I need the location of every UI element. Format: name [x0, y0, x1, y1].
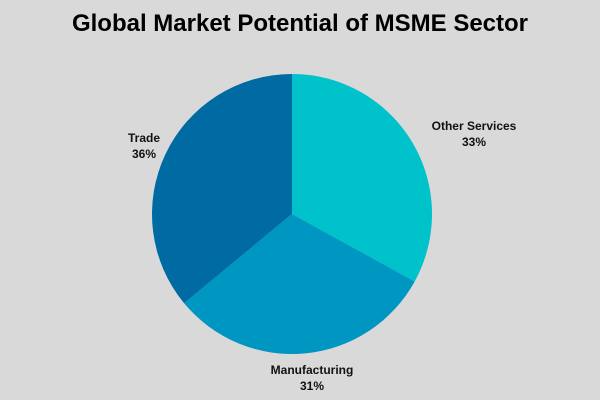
pie-slice-manufacturing	[184, 214, 415, 354]
pie-slice-trade	[152, 73, 292, 304]
label-manufacturing-value: 31%	[299, 379, 325, 393]
label-trade-name: Trade	[127, 131, 160, 145]
label-other-services: Other Services 33%	[426, 118, 522, 150]
pie-slice-other-services	[292, 74, 433, 282]
chart-title: Global Market Potential of MSME Sector	[71, 10, 529, 37]
label-trade: Trade 36%	[116, 130, 172, 162]
label-trade-value: 36%	[131, 147, 157, 161]
label-manufacturing-name: Manufacturing	[270, 363, 354, 377]
label-other-services-name: Other Services	[431, 119, 517, 133]
label-other-services-value: 33%	[461, 135, 487, 149]
label-manufacturing: Manufacturing 31%	[262, 362, 362, 394]
